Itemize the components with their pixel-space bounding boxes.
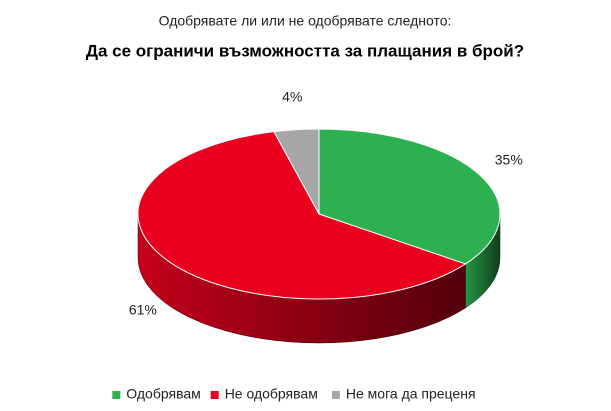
slice: [273, 128, 320, 215]
legend-swatch: [112, 391, 121, 399]
slice: [318, 128, 501, 265]
data-label: 4%: [282, 89, 302, 105]
legend-label: Не одобрявам: [225, 386, 318, 402]
legend-swatch: [210, 391, 219, 399]
slice: [137, 131, 467, 300]
chart-subtitle: Одобрявате ли или не одобрявате следното…: [159, 13, 452, 29]
data-label: 35%: [495, 152, 523, 168]
legend-label: Одобрявам: [126, 386, 200, 402]
chart-title: Да се ограничи възможността за плащания …: [86, 41, 524, 60]
legend-swatch: [331, 391, 340, 399]
data-label: 61%: [129, 301, 157, 317]
legend-label: Не мога да преценя: [346, 386, 476, 402]
